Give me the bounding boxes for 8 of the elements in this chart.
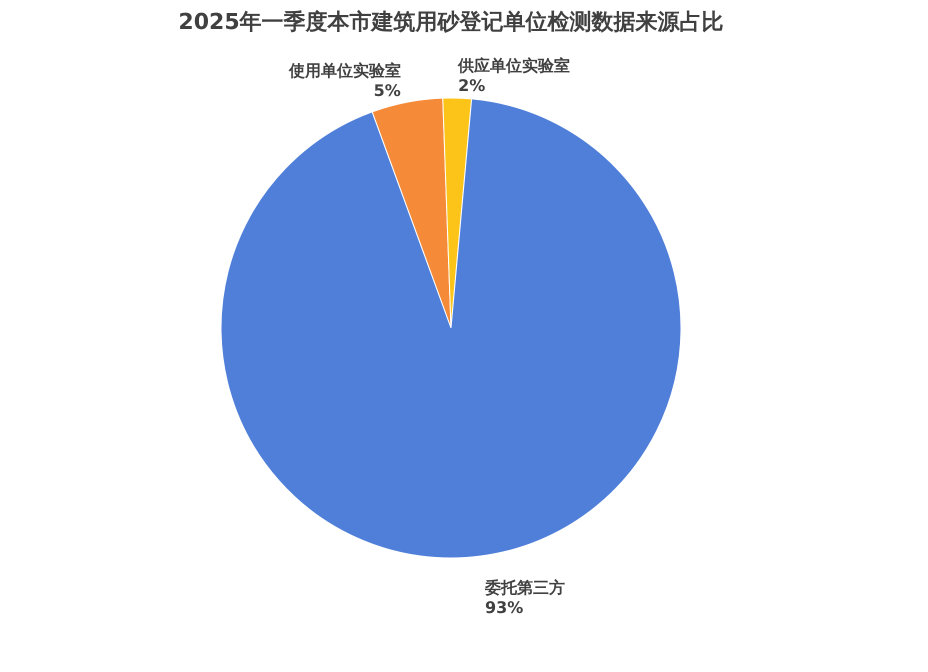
data-label: 5% bbox=[374, 80, 401, 100]
slice-label: 委托第三方 bbox=[484, 578, 565, 597]
slice-label: 供应单位实验室 bbox=[457, 56, 570, 76]
pie-slice bbox=[220, 98, 682, 558]
slice-label: 使用单位实验室 bbox=[288, 60, 401, 80]
data-label: 93% bbox=[484, 598, 524, 617]
chart-title: 2025年一季度本市建筑用砂登记单位检测数据来源占比 bbox=[178, 9, 724, 35]
data-label: 2% bbox=[458, 76, 486, 96]
